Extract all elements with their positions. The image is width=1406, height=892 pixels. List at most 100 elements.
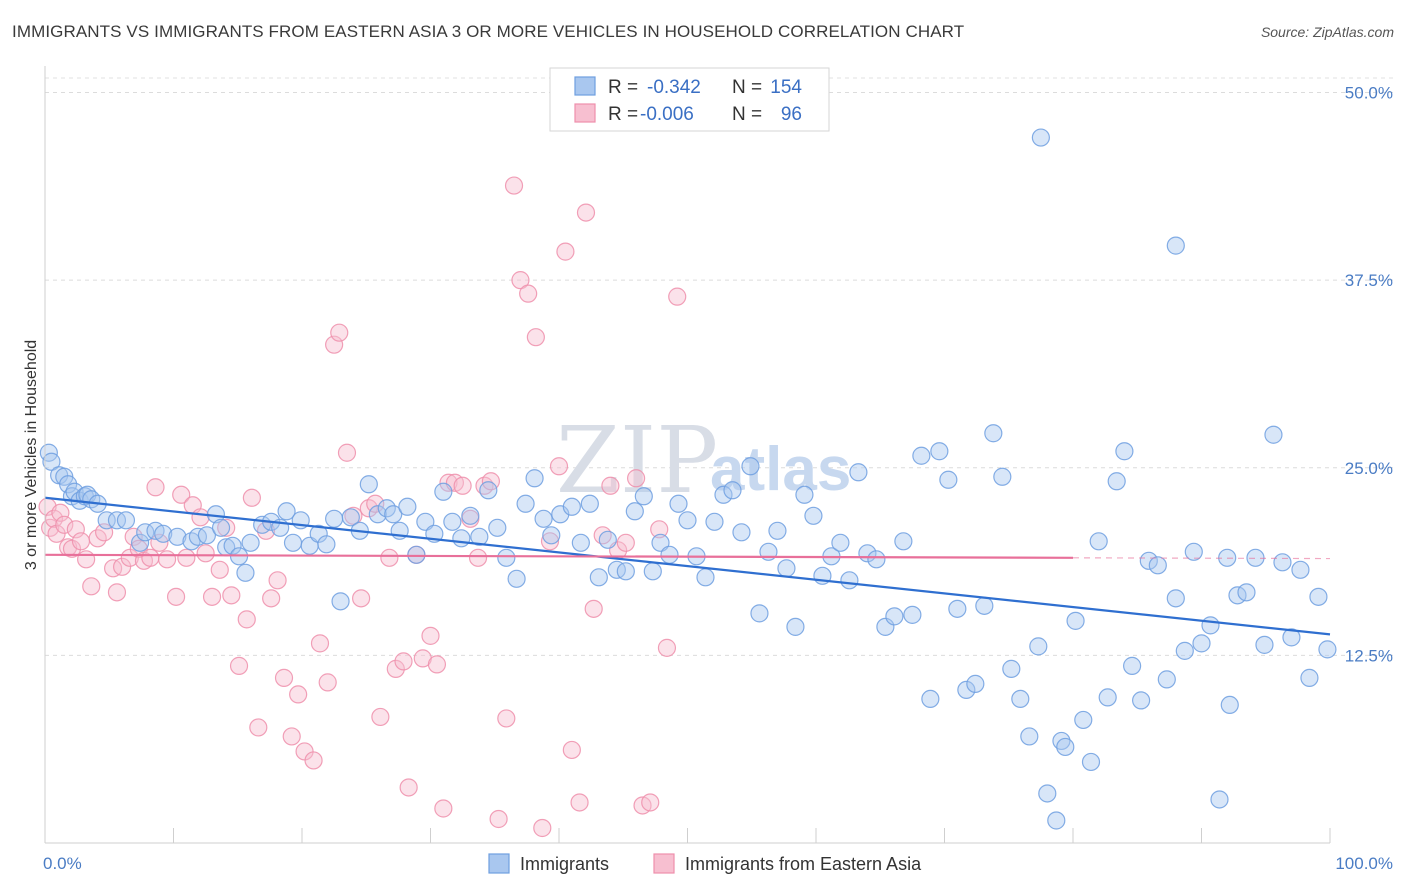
immigrants-point: [1047, 811, 1066, 830]
immigrants-point: [331, 592, 350, 611]
immigrants-point: [1098, 688, 1117, 707]
immigrants-trend-line: [44, 496, 1331, 636]
immigrants-point: [434, 482, 453, 501]
immigrants-point: [580, 494, 599, 513]
eastern-asia-point: [104, 559, 123, 578]
eastern-asia-point: [172, 485, 191, 504]
source-credit: Source: ZipAtlas.com: [1260, 24, 1394, 40]
eastern-asia-point: [77, 550, 96, 569]
x-tick-label-min: 0.0%: [43, 854, 82, 873]
immigrants-point: [669, 494, 688, 513]
eastern-asia-point: [366, 494, 385, 513]
immigrants-point: [930, 442, 949, 461]
immigrants-point: [867, 550, 886, 569]
immigrants-point: [1184, 542, 1203, 561]
eastern-asia-point: [166, 587, 186, 606]
immigrants-point: [571, 533, 590, 552]
eastern-asia-point: [71, 532, 91, 551]
immigrants-point: [768, 521, 787, 540]
immigrants-point: [777, 559, 796, 578]
immigrants-point: [507, 569, 526, 588]
eastern-asia-point: [584, 599, 603, 618]
immigrants-point: [804, 506, 823, 525]
immigrants-point: [130, 533, 150, 552]
eastern-asia-point: [82, 577, 101, 596]
eastern-asia-point: [146, 478, 165, 497]
immigrants-point: [975, 596, 994, 615]
immigrants-point: [643, 562, 662, 581]
immigrants-point: [488, 518, 507, 537]
eastern-asia-point: [150, 533, 169, 552]
y-axis-label: 3 or more Vehicles in Household: [23, 340, 40, 570]
y-tick-label: 12.5%: [1345, 646, 1393, 665]
watermark-zip: ZIP: [556, 407, 718, 514]
eastern-asia-point: [439, 473, 458, 492]
immigrants-point: [876, 617, 895, 636]
immigrants-point: [42, 452, 61, 471]
eastern-asia-point: [310, 634, 330, 653]
eastern-asia-point: [386, 659, 405, 678]
trend-lines: [44, 496, 1331, 636]
eastern-asia-point: [556, 242, 575, 261]
immigrants-point: [607, 560, 626, 579]
immigrants-point: [1166, 236, 1185, 255]
immigrants-point: [750, 604, 769, 623]
eastern-asia-point: [427, 655, 447, 674]
eastern-asia-point: [519, 284, 538, 303]
eastern-asia-point: [330, 323, 349, 342]
eastern-asia-point: [489, 809, 508, 829]
immigrants-point: [1115, 442, 1134, 461]
immigrants-point: [598, 530, 617, 549]
eastern-asia-trend-line: [44, 553, 1074, 559]
immigrants-point: [786, 617, 805, 636]
legend-swatch-pink: [574, 103, 596, 123]
immigrants-point: [957, 680, 976, 700]
eastern-asia-point: [434, 799, 453, 818]
legend-n-value-1: 154: [770, 77, 802, 98]
watermark-atlas: atlas: [710, 435, 851, 504]
immigrants-point: [452, 529, 471, 548]
eastern-asia-point: [202, 587, 222, 606]
eastern-asia-point: [217, 518, 236, 537]
immigrants-point: [168, 527, 187, 546]
immigrants-point: [1157, 670, 1176, 689]
eastern-asia-point: [191, 508, 210, 527]
eastern-asia-point: [66, 520, 85, 539]
immigrants-point: [894, 532, 913, 551]
immigrants-point: [1255, 635, 1274, 654]
chart-title: IMMIGRANTS VS IMMIGRANTS FROM EASTERN AS…: [12, 22, 965, 41]
immigrants-point: [479, 481, 498, 500]
immigrants-point: [368, 505, 387, 524]
legend-n-value-2: 96: [781, 104, 802, 125]
legend-label-eastern-asia: Immigrants from Eastern Asia: [685, 854, 922, 874]
immigrants-point: [188, 527, 208, 546]
immigrants-point: [1020, 727, 1039, 746]
legend-r-value-2: -0.006: [640, 104, 694, 125]
eastern-asia-point: [399, 778, 418, 797]
eastern-asia-point: [511, 271, 530, 290]
immigrants-point: [461, 506, 480, 525]
immigrants-point: [443, 512, 462, 531]
immigrants-point: [1166, 589, 1185, 608]
immigrants-point: [723, 481, 742, 500]
eastern-asia-point: [51, 503, 70, 522]
immigrants-point: [197, 526, 217, 545]
immigrants-point: [616, 562, 635, 581]
immigrants-point: [732, 523, 751, 542]
immigrants-point: [831, 533, 850, 552]
immigrants-point: [849, 463, 868, 482]
immigrants-point: [1237, 583, 1256, 602]
eastern-asia-point: [318, 673, 337, 692]
immigrants-point: [470, 527, 489, 546]
immigrants-point: [1291, 560, 1310, 579]
eastern-asia-point: [504, 176, 524, 195]
legend-swatch-eastern-asia: [653, 853, 675, 874]
immigrants-point: [634, 487, 653, 506]
immigrants-point: [1038, 784, 1057, 803]
legend-n-label-2: N =: [732, 104, 762, 125]
eastern-asia-point: [237, 610, 256, 629]
immigrants-point: [497, 548, 516, 567]
immigrants-point: [1201, 616, 1220, 635]
immigrants-point: [525, 469, 544, 488]
eastern-asia-point: [497, 709, 516, 728]
